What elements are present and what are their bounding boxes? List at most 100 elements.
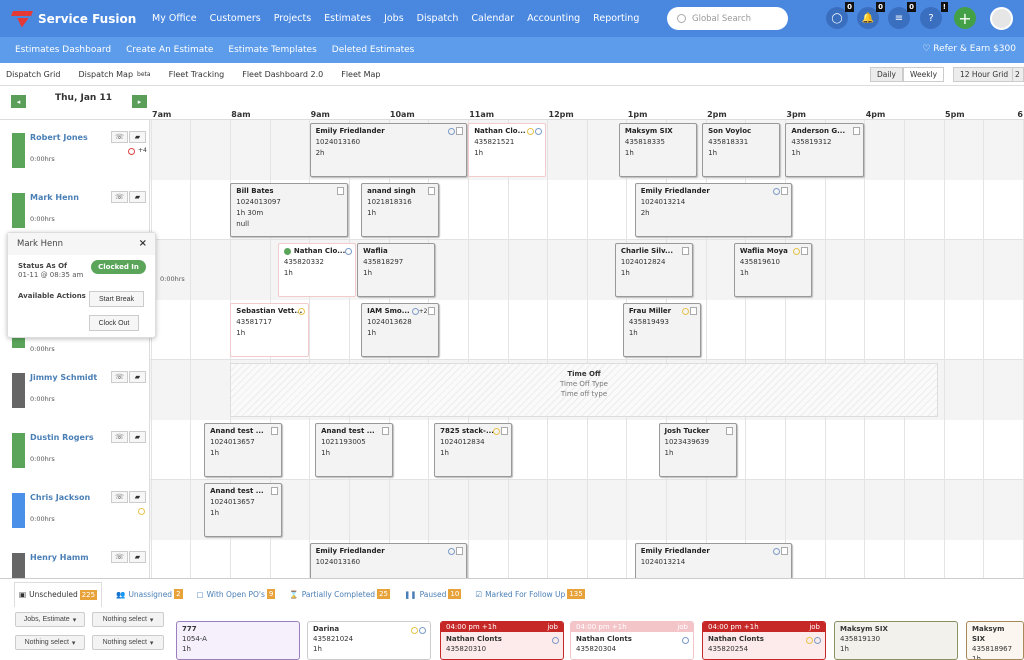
tab-fleet-dashboard-2-0[interactable]: Fleet Dashboard 2.0 (242, 69, 324, 79)
note-icon[interactable] (428, 307, 436, 315)
job-card[interactable]: Anand test ... 1024013657 1h (204, 423, 283, 477)
phone-icon[interactable]: ☏ (111, 131, 128, 143)
subnav-deleted-estimates[interactable]: Deleted Estimates (331, 45, 415, 55)
filter-select[interactable]: Nothing select ▾ (92, 612, 164, 627)
nav-reporting[interactable]: Reporting (593, 13, 640, 24)
chat-icon[interactable]: ▰ (129, 131, 146, 143)
note-icon[interactable] (781, 547, 789, 555)
job-card[interactable]: Sebastian Vett... 43581717 1h (230, 303, 309, 357)
job-card[interactable]: Waflia Moya 435819610 1h (733, 243, 813, 297)
nav-jobs[interactable]: Jobs (384, 13, 404, 24)
job-card[interactable]: Bill Bates 1024013097 1h 30m null (230, 183, 349, 237)
phone-icon[interactable]: ☏ (111, 491, 128, 503)
job-card[interactable]: IAM Smo... 1024013628 1h +2 (361, 303, 440, 357)
tab-partially-completed[interactable]: ⌛ Partially Completed 25 (289, 589, 390, 599)
filter-select[interactable]: Jobs, Estimate ▾ (15, 612, 85, 627)
unscheduled-card[interactable]: Maksym SIX 435819130 1h (834, 621, 958, 660)
note-icon[interactable] (501, 427, 509, 435)
note-icon[interactable] (682, 247, 690, 255)
note-icon[interactable] (801, 247, 809, 255)
tab-fleet-map[interactable]: Fleet Map (341, 69, 381, 79)
phone-icon[interactable]: ☏ (111, 551, 128, 563)
global-search-input[interactable]: Global Search (667, 7, 788, 30)
job-card[interactable]: Josh Tucker 1023439639 1h (658, 423, 737, 477)
grid-mode-button[interactable]: 12 Hour Grid (953, 67, 1016, 82)
subnav-estimates-dashboard[interactable]: Estimates Dashboard (15, 45, 112, 55)
note-icon[interactable] (271, 487, 279, 495)
note-icon[interactable] (456, 127, 464, 135)
chat-icon[interactable]: ▰ (129, 431, 146, 443)
timeline-lane[interactable]: Anand test ... 1024013657 1h Anand test ...… (150, 420, 1024, 480)
note-icon[interactable] (852, 127, 860, 135)
tab-dispatch-grid[interactable]: Dispatch Grid (6, 69, 61, 79)
nav-estimates[interactable]: Estimates (324, 13, 372, 24)
unscheduled-card[interactable]: 04:00 pm +1h job Nathan Clonts 435820254 (702, 621, 826, 660)
phone-icon[interactable]: ☏ (111, 431, 128, 443)
chat-icon[interactable]: ▰ (129, 371, 146, 383)
job-card[interactable]: Nathan Clo... 435821521 1h (468, 123, 547, 177)
subnav-create-an-estimate[interactable]: Create An Estimate (126, 45, 214, 55)
tab-dispatch-map[interactable]: Dispatch Map (78, 69, 134, 79)
job-card[interactable]: Emily Friedlander 1024013160 (309, 543, 468, 578)
view-daily-button[interactable]: Daily (870, 67, 903, 82)
technician-name[interactable]: Robert Jones (30, 133, 88, 142)
unscheduled-card[interactable]: Maksym SIX 435818967 1h (966, 621, 1024, 660)
job-card[interactable]: Charlie Silv... 1024012824 1h (614, 243, 694, 297)
unscheduled-card[interactable]: Darina 435821024 1h (307, 621, 431, 660)
add-button[interactable]: + (954, 7, 976, 29)
nav-my-office[interactable]: My Office (152, 13, 197, 24)
chat-button[interactable]: ◯ 0 (826, 2, 854, 29)
job-card[interactable]: Frau Miller 435819493 1h (622, 303, 702, 357)
job-card[interactable]: Anand test ... 1021193005 1h (315, 423, 394, 477)
technician-name[interactable]: Mark Henn (30, 193, 79, 202)
filter-select[interactable]: Nothing select ▾ (15, 635, 85, 650)
phone-icon[interactable]: ☏ (111, 191, 128, 203)
nav-accounting[interactable]: Accounting (527, 13, 581, 24)
phone-icon[interactable]: ☏ (111, 371, 128, 383)
tab-paused[interactable]: ❚❚ Paused 10 (404, 589, 462, 599)
timeline-lane[interactable]: Anand test ... 1024013657 1h (150, 480, 1024, 540)
job-card[interactable]: Maksym SIX 435818335 1h (618, 123, 698, 177)
close-icon[interactable]: × (138, 238, 147, 249)
nav-calendar[interactable]: Calendar (471, 13, 515, 24)
note-icon[interactable] (382, 427, 390, 435)
logo[interactable]: Service Fusion (12, 9, 152, 29)
subnav-estimate-templates[interactable]: Estimate Templates (228, 45, 317, 55)
prev-day-button[interactable]: ◂ (11, 95, 26, 108)
nav-dispatch[interactable]: Dispatch (416, 13, 459, 24)
timeline-lane[interactable]: Nathan Clo... 435820332 1h Waflia 435818297 1… (150, 240, 1024, 300)
job-card[interactable]: Emily Friedlander 1024013214 (634, 543, 793, 578)
job-card[interactable]: Anderson G... 435819312 1h (785, 123, 864, 177)
job-card[interactable]: Emily Friedlander 1024013214 2h (634, 183, 793, 237)
grid-mode-extra-button[interactable]: 2 (1012, 67, 1024, 82)
nav-customers[interactable]: Customers (209, 13, 261, 24)
tab-unscheduled[interactable]: ▣ Unscheduled 225 (14, 581, 103, 607)
unscheduled-card[interactable]: 04:00 pm +1h job Nathan Clonts 435820304 (570, 621, 694, 660)
note-icon[interactable] (337, 187, 345, 195)
tab-fleet-tracking[interactable]: Fleet Tracking (168, 69, 225, 79)
timeline-lane[interactable]: Time Off Time Off Type Time off type (150, 360, 1024, 420)
chat-icon[interactable]: ▰ (129, 551, 146, 563)
note-icon[interactable] (271, 427, 279, 435)
timeline-lane[interactable]: Emily Friedlander 1024013160 Emily Friedla… (150, 540, 1024, 578)
timeline-lane[interactable]: Bill Bates 1024013097 1h 30m null anand sing… (150, 180, 1024, 240)
job-card[interactable]: Nathan Clo... 435820332 1h (277, 243, 357, 297)
next-day-button[interactable]: ▸ (132, 95, 147, 108)
job-card[interactable]: Emily Friedlander 1024013160 2h (309, 123, 468, 177)
help-button[interactable]: ?! (920, 2, 948, 29)
job-card[interactable]: Son Voyloc 435818331 1h (702, 123, 781, 177)
tab-with-open-po-s[interactable]: ▢ With Open PO's 9 (197, 589, 276, 599)
unscheduled-card[interactable]: 777 1054-A 1h (176, 621, 300, 660)
clock-out-button[interactable]: Clock Out (89, 315, 139, 331)
timeline-lane[interactable]: Emily Friedlander 1024013160 2h Nathan Clo.… (150, 120, 1024, 180)
tab-unassigned[interactable]: 👥 Unassigned 2 (116, 589, 183, 599)
job-card[interactable]: anand singh 1021818316 1h (361, 183, 440, 237)
note-icon[interactable] (456, 547, 464, 555)
bell-button[interactable]: 🔔 0 (857, 2, 885, 29)
list-button[interactable]: ≡ 0 (888, 2, 916, 29)
tab-marked-for-follow-up[interactable]: ☑ Marked For Follow Up 135 (475, 589, 585, 599)
unscheduled-card[interactable]: 04:00 pm +1h job Nathan Clonts 435820310 (440, 621, 564, 660)
view-weekly-button[interactable]: Weekly (903, 67, 945, 82)
technician-name[interactable]: Chris Jackson (30, 493, 91, 502)
filter-select[interactable]: Nothing select ▾ (92, 635, 164, 650)
